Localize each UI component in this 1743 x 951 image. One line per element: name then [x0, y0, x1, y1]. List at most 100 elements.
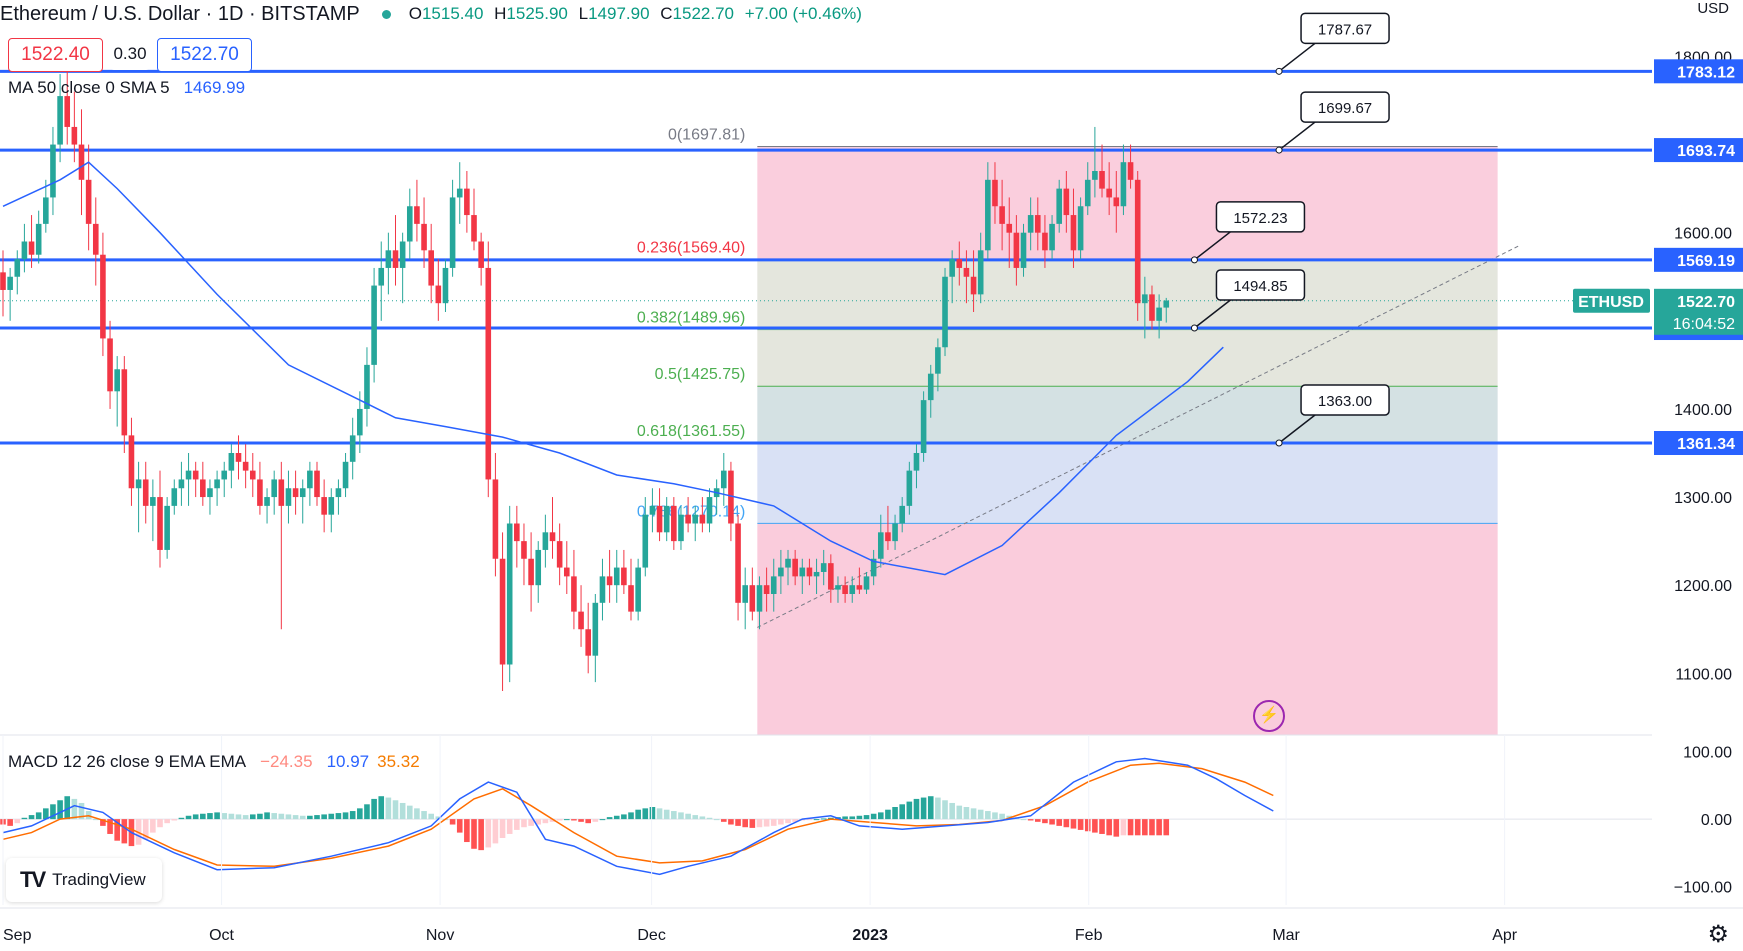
lightning-icon[interactable]: ⚡	[1253, 700, 1285, 732]
callout-box	[1300, 12, 1390, 45]
candle	[349, 417, 356, 480]
macd-histogram-bar	[200, 813, 206, 820]
candle-body	[449, 197, 456, 268]
candle-body	[307, 470, 313, 489]
candle-body	[221, 470, 228, 480]
candle	[185, 453, 192, 506]
time-tick-label: Dec	[637, 927, 665, 944]
candle	[357, 391, 363, 453]
macd-histogram-bar	[485, 819, 492, 848]
candle	[549, 497, 556, 559]
time-tick-label: Apr	[1492, 927, 1518, 944]
macd-histogram-bar	[406, 805, 413, 820]
macd-histogram-bar	[299, 815, 306, 820]
open-value: 1515.40	[421, 4, 484, 23]
fib-level-label: 0.236(1569.40)	[637, 240, 746, 257]
callout-pointer	[1278, 42, 1316, 72]
gear-icon[interactable]: ⚙	[1707, 921, 1729, 948]
candle	[1056, 179, 1063, 233]
candle-body	[756, 585, 763, 612]
candle-body	[877, 532, 884, 559]
candle-body	[442, 267, 449, 304]
tradingview-logo[interactable]: TV TradingView	[6, 858, 162, 902]
price-callouts[interactable]: 1787.67 1699.67 1572.23 1494.85 1363.00	[1190, 12, 1390, 447]
candle-body	[157, 497, 163, 550]
candle-body	[742, 585, 748, 603]
macd-histogram-bar	[64, 796, 71, 820]
candle	[649, 488, 656, 533]
candle	[456, 162, 463, 224]
candle-body	[200, 479, 206, 498]
candle	[592, 594, 599, 683]
current-price-tag	[1654, 288, 1743, 335]
macd-histogram-bar	[314, 815, 320, 820]
symbol-title[interactable]: Ethereum / U.S. Dollar · 1D · BITSTAMP	[0, 2, 360, 25]
currency-selector[interactable]: USD	[1697, 0, 1729, 17]
candle	[521, 523, 527, 586]
macd-histogram-bar	[378, 796, 385, 820]
macd-histogram-bar	[321, 814, 327, 820]
candle-body	[292, 488, 299, 498]
candle	[756, 576, 763, 630]
macd-histogram-bar	[728, 819, 734, 825]
candle	[920, 391, 927, 462]
callout-pointer	[1193, 231, 1231, 261]
candle-body	[414, 206, 420, 224]
candle	[528, 532, 534, 612]
candle	[406, 188, 413, 260]
candle	[671, 497, 677, 550]
candle	[935, 338, 941, 392]
callout-pointer	[1278, 414, 1316, 444]
candle-body	[121, 369, 128, 436]
candle	[1113, 171, 1120, 233]
candle	[171, 479, 178, 515]
candle	[778, 549, 784, 594]
candle-body	[207, 488, 213, 498]
macd-histogram-bar	[1042, 819, 1048, 824]
bar-countdown-label: 16:04:52	[1673, 316, 1735, 333]
candle	[1134, 171, 1141, 321]
candle-body	[699, 514, 706, 524]
candle	[478, 232, 484, 286]
candle	[1092, 126, 1098, 198]
price-axis[interactable]: 1100.001200.001300.001400.001500.001600.…	[1573, 0, 1743, 951]
candle-body	[678, 514, 684, 542]
candle-body	[1142, 294, 1148, 304]
candle-body	[763, 585, 770, 594]
candle	[499, 532, 506, 691]
callout-anchor	[1275, 439, 1283, 447]
candle-body	[635, 567, 641, 612]
time-axis[interactable]: Sep Oct Nov Dec 2023 Feb Mar Apr	[0, 735, 1743, 944]
fib-zone	[757, 329, 1498, 387]
macd-histogram-bar	[221, 813, 228, 820]
buy-price-button[interactable]: 1522.70	[157, 38, 252, 72]
candle	[842, 576, 848, 603]
candle-body	[299, 488, 306, 498]
fib-level-label: 0(1697.81)	[668, 126, 745, 143]
candle-body	[249, 470, 256, 480]
candle	[642, 497, 649, 577]
macd-histogram-bar	[492, 819, 499, 844]
candle	[164, 497, 170, 559]
candle	[264, 488, 270, 524]
callout-anchor	[1275, 67, 1283, 75]
candle	[749, 567, 756, 621]
candle	[514, 505, 520, 568]
macd-histogram-bar	[1156, 819, 1162, 836]
callout-label: 1699.67	[1318, 100, 1372, 117]
macd-histogram-bar	[1163, 819, 1170, 836]
ma-line	[2, 161, 1224, 576]
candle	[57, 74, 63, 163]
horizontal-levels[interactable]	[0, 69, 1652, 445]
ma-legend[interactable]: MA 50 close 0 SMA 5 1469.99	[8, 78, 245, 98]
fibonacci-retracement[interactable]: 0(1697.81) 0.236(1569.40) 0.382(1489.96) 0.…	[637, 126, 1498, 735]
macd-histogram-bar	[35, 812, 42, 820]
time-tick-label: 2023	[852, 927, 888, 944]
candle	[692, 505, 699, 542]
macd-histogram-bar	[107, 819, 113, 834]
macd-legend[interactable]: MACD 12 26 close 9 EMA EMA −24.35 10.97 35.…	[8, 752, 420, 772]
macd-histogram-bar	[792, 819, 798, 822]
candle-body	[728, 470, 734, 524]
sell-price-button[interactable]: 1522.40	[8, 38, 103, 72]
